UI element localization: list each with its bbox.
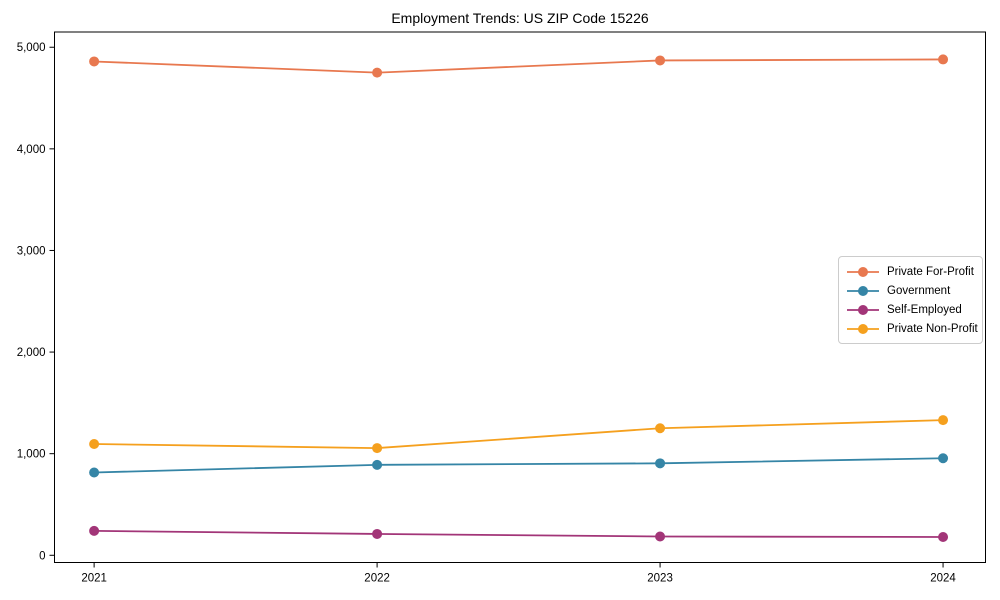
data-point bbox=[655, 55, 666, 66]
x-axis-tick-label: 2024 bbox=[930, 573, 956, 585]
legend: Private For-Profit Government Self-Employe… bbox=[838, 256, 983, 344]
chart-title: Employment Trends: US ZIP Code 15226 bbox=[391, 10, 649, 26]
data-point bbox=[938, 453, 949, 464]
legend-item: Government bbox=[846, 281, 975, 300]
data-point bbox=[938, 531, 949, 542]
legend-swatch-icon bbox=[847, 323, 879, 334]
data-point bbox=[372, 67, 383, 78]
y-axis-tick-label: 4,000 bbox=[17, 144, 46, 156]
legend-item: Private Non-Profit bbox=[846, 319, 978, 338]
legend-swatch-icon bbox=[847, 304, 879, 315]
data-point bbox=[655, 458, 666, 469]
y-axis-tick-label: 0 bbox=[39, 550, 45, 562]
data-point bbox=[938, 54, 949, 65]
x-axis-tick-label: 2021 bbox=[81, 573, 107, 585]
data-point bbox=[655, 423, 666, 434]
x-axis-tick-label: 2022 bbox=[364, 573, 390, 585]
data-point bbox=[372, 459, 383, 470]
x-axis-tick-label: 2023 bbox=[647, 573, 673, 585]
data-point bbox=[655, 531, 666, 542]
legend-label: Private Non-Profit bbox=[887, 322, 978, 335]
data-point bbox=[89, 439, 100, 450]
legend-swatch-icon bbox=[847, 285, 879, 296]
legend-item: Private For-Profit bbox=[846, 262, 975, 281]
y-axis-tick-label: 3,000 bbox=[17, 245, 46, 257]
data-point bbox=[372, 443, 383, 454]
series-line-private-for-profit bbox=[94, 58, 944, 74]
data-point bbox=[89, 525, 100, 536]
data-point bbox=[89, 467, 100, 478]
y-axis-tick-label: 2,000 bbox=[17, 347, 46, 359]
legend-label: Self-Employed bbox=[887, 303, 962, 316]
legend-label: Government bbox=[887, 284, 951, 297]
axes-spines bbox=[54, 31, 986, 563]
series-line-private-non-profit bbox=[94, 419, 944, 449]
legend-swatch-icon bbox=[847, 266, 879, 277]
data-point bbox=[89, 56, 100, 67]
legend-label: Private For-Profit bbox=[887, 265, 974, 278]
y-axis-tick-label: 1,000 bbox=[17, 449, 46, 461]
series-line-government bbox=[94, 457, 944, 474]
y-axis-tick-label: 5,000 bbox=[17, 42, 46, 54]
legend-item: Self-Employed bbox=[846, 300, 975, 319]
data-point bbox=[372, 528, 383, 539]
series-line-self-employed bbox=[94, 529, 944, 538]
data-point bbox=[938, 415, 949, 426]
